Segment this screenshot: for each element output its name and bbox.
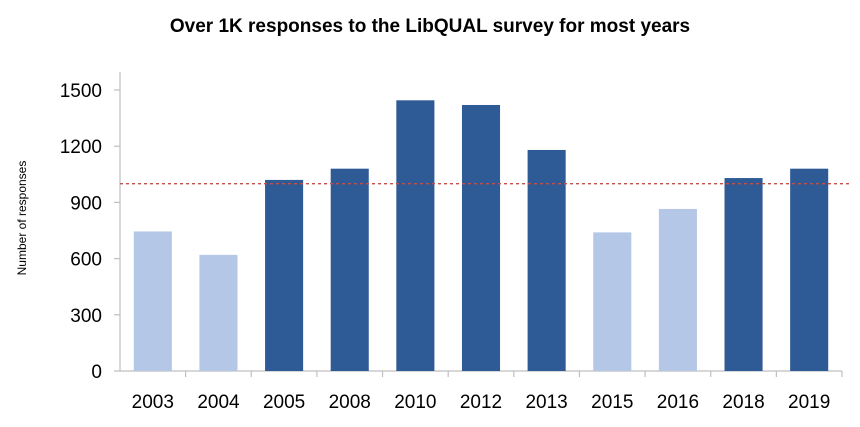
bar-2003 bbox=[133, 231, 172, 371]
y-tick-label: 600 bbox=[70, 250, 102, 271]
y-tick-label: 1200 bbox=[60, 137, 102, 158]
bar-2018 bbox=[724, 178, 763, 371]
bar-2005 bbox=[265, 179, 304, 371]
y-tick-label: 900 bbox=[70, 193, 102, 214]
bar-2015 bbox=[593, 232, 632, 371]
bar-2012 bbox=[461, 104, 501, 371]
x-tick-label-2004: 2004 bbox=[197, 392, 240, 413]
chart-title: Over 1K responses to the LibQUAL survey … bbox=[169, 16, 691, 37]
x-tick-label-2012: 2012 bbox=[460, 392, 502, 413]
x-tick-label-2008: 2008 bbox=[329, 392, 371, 413]
bar-2004 bbox=[199, 254, 238, 371]
x-tick-label-2010: 2010 bbox=[394, 392, 436, 413]
bar-2019 bbox=[790, 168, 829, 371]
x-tick-label-2019: 2019 bbox=[788, 392, 830, 413]
y-tick-label: 1500 bbox=[60, 81, 102, 102]
y-tick-label: 0 bbox=[91, 362, 102, 383]
x-tick-label-2005: 2005 bbox=[263, 392, 305, 413]
x-tick-label-2003: 2003 bbox=[132, 392, 174, 413]
bar-2010 bbox=[396, 100, 435, 371]
bar-2013 bbox=[527, 149, 566, 371]
y-tick-label: 300 bbox=[70, 306, 102, 327]
x-tick-label-2016: 2016 bbox=[657, 392, 699, 413]
bar-2008 bbox=[330, 168, 369, 371]
x-tick-label-2013: 2013 bbox=[525, 392, 567, 413]
bar-2016 bbox=[658, 208, 697, 371]
x-tick-label-2015: 2015 bbox=[591, 392, 633, 413]
x-tick-label-2018: 2018 bbox=[722, 392, 764, 413]
